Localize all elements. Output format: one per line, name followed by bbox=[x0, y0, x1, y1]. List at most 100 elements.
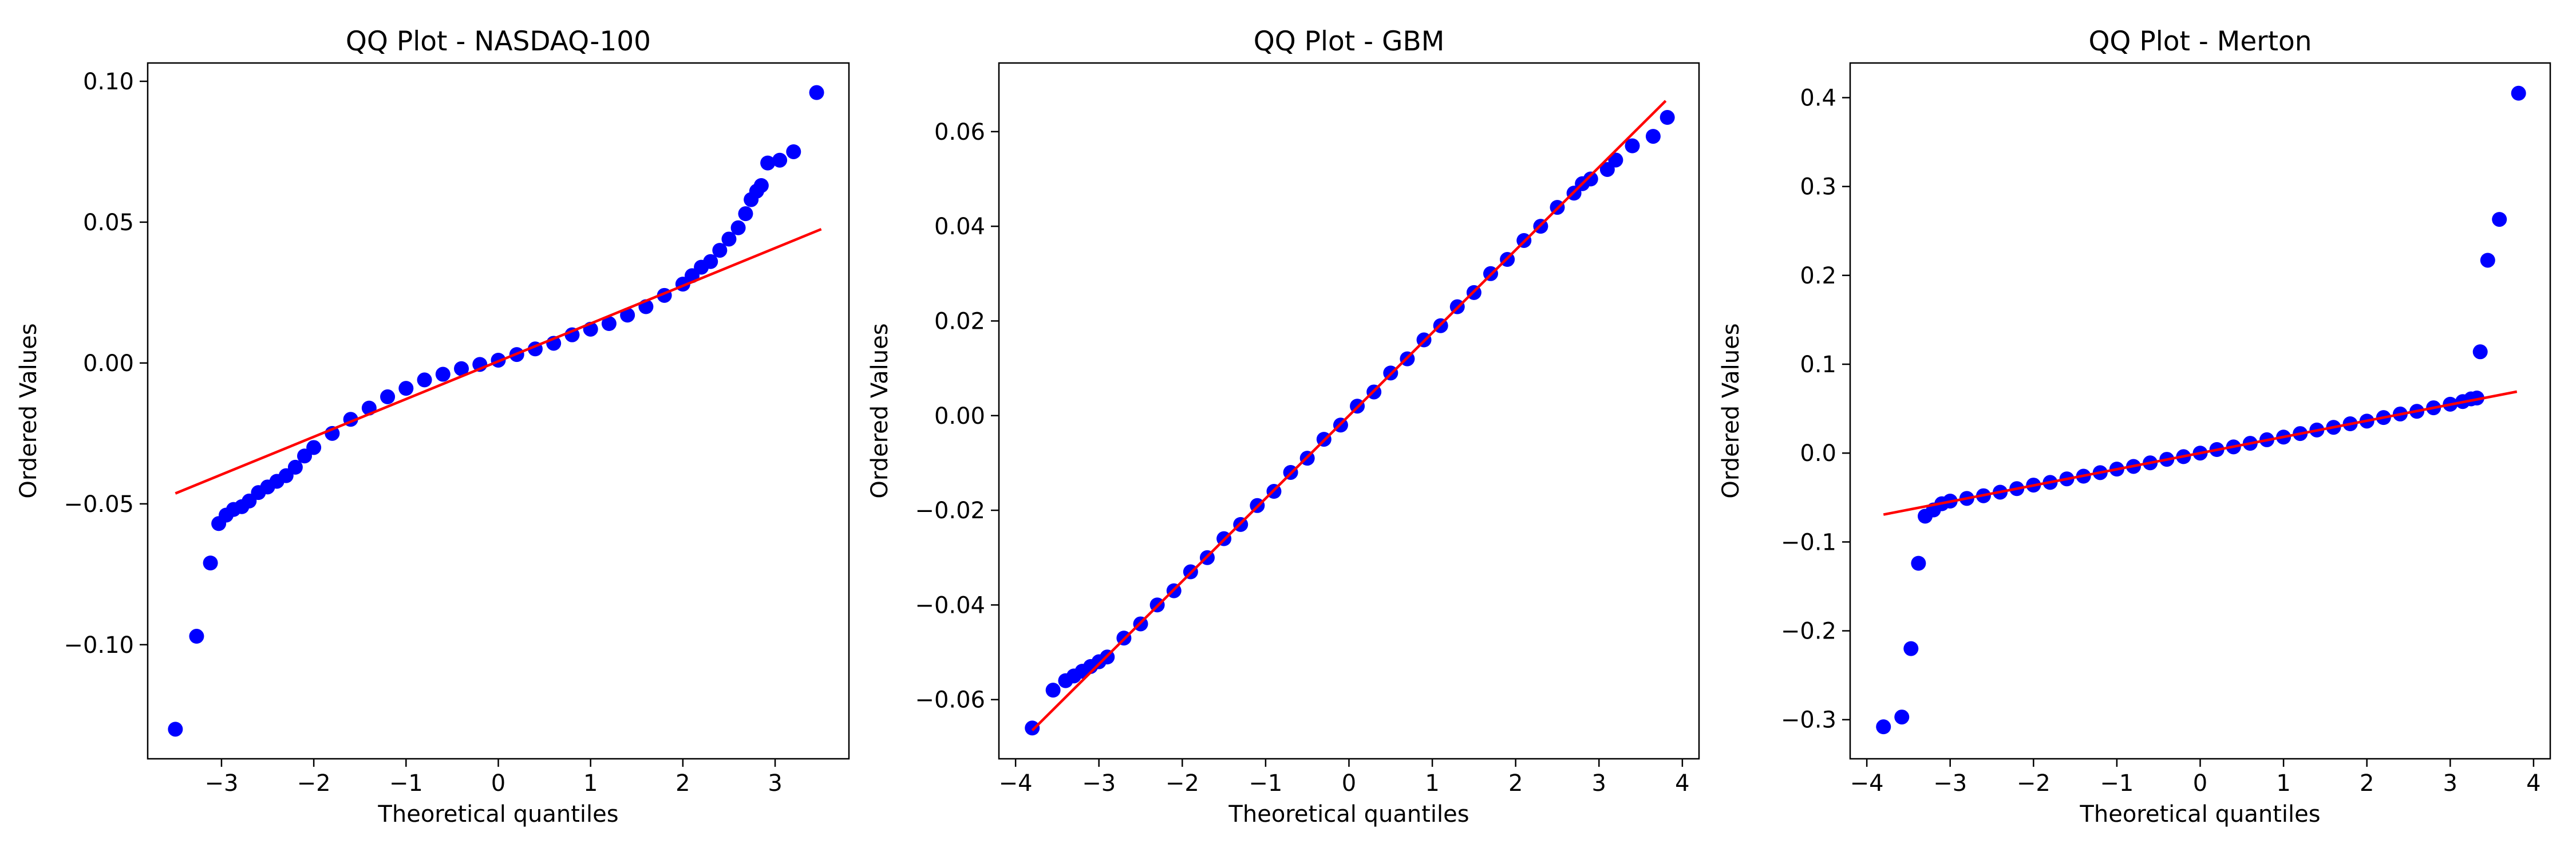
data-point bbox=[753, 178, 769, 193]
y-tick-label: 0.3 bbox=[1800, 174, 1836, 200]
x-tick-label: −2 bbox=[1165, 770, 1199, 797]
data-point bbox=[2469, 391, 2484, 405]
y-tick-label: 0.02 bbox=[934, 308, 985, 334]
y-tick-label: 0.4 bbox=[1800, 85, 1836, 112]
x-tick-label: 0 bbox=[491, 770, 505, 797]
x-tick-label: 2 bbox=[2360, 770, 2374, 797]
subplot-3: QQ Plot - Merton −4 −3 −2 −1 0 1 2 3 4 −0.3 −0.2 −0.… bbox=[1718, 26, 2551, 828]
data-point bbox=[760, 155, 776, 171]
x-tick-label: 4 bbox=[2526, 770, 2541, 797]
data-point bbox=[2511, 85, 2526, 101]
subplot-title: QQ Plot - GBM bbox=[1254, 26, 1445, 57]
y-tick-label: 0.00 bbox=[934, 403, 985, 430]
y-tick-label: 0.10 bbox=[83, 69, 134, 95]
fit-line bbox=[1883, 390, 2518, 516]
data-point bbox=[398, 381, 414, 396]
x-tick-label: −3 bbox=[1933, 770, 1967, 797]
x-tick-label: 1 bbox=[1425, 770, 1439, 797]
x-tick-label: 3 bbox=[768, 770, 782, 797]
data-point bbox=[1045, 683, 1061, 698]
data-point bbox=[2480, 253, 2495, 268]
x-tick-label: −2 bbox=[297, 770, 331, 797]
y-axis-label: Ordered Values bbox=[867, 323, 893, 498]
y-tick-label: −0.2 bbox=[1781, 618, 1836, 645]
y-tick-label: 0.05 bbox=[83, 210, 134, 236]
x-tick-label: 3 bbox=[2443, 770, 2458, 797]
data-point bbox=[772, 152, 788, 168]
data-point bbox=[712, 243, 728, 258]
subplot-title: QQ Plot - Merton bbox=[2088, 26, 2312, 57]
y-axis-label: Ordered Values bbox=[15, 323, 42, 498]
plot-frame bbox=[998, 62, 1700, 760]
data-point bbox=[168, 722, 183, 737]
x-tick-label: −1 bbox=[2100, 770, 2134, 797]
y-tick-label: −0.10 bbox=[64, 632, 134, 659]
data-point bbox=[738, 206, 753, 222]
y-tick-label: 0.04 bbox=[934, 214, 985, 240]
data-point bbox=[564, 327, 580, 342]
x-axis-label: Theoretical quantiles bbox=[377, 801, 618, 828]
data-point bbox=[417, 372, 432, 388]
y-tick-label: −0.05 bbox=[64, 491, 134, 518]
y-tick-label: −0.04 bbox=[915, 592, 985, 618]
x-tick-label: −4 bbox=[999, 770, 1033, 797]
subplot-1: QQ Plot - NASDAQ-100 −3 −2 −1 0 1 2 3 −0.10 −0.05… bbox=[15, 26, 850, 828]
data-point bbox=[730, 220, 746, 235]
subplot-title: QQ Plot - NASDAQ-100 bbox=[346, 26, 651, 57]
data-point bbox=[1608, 152, 1623, 168]
y-tick-label: 0.00 bbox=[83, 350, 134, 377]
data-point bbox=[620, 308, 635, 323]
data-point bbox=[189, 629, 204, 644]
data-point bbox=[2492, 212, 2507, 227]
x-tick-label: −3 bbox=[1082, 770, 1116, 797]
data-point bbox=[380, 389, 396, 404]
y-tick-label: 0.0 bbox=[1800, 440, 1836, 467]
plot-frame bbox=[147, 62, 850, 760]
data-point bbox=[1625, 138, 1640, 153]
data-point bbox=[454, 361, 469, 376]
x-tick-label: −1 bbox=[389, 770, 423, 797]
data-point bbox=[1025, 720, 1040, 736]
data-point bbox=[1903, 641, 1919, 656]
data-point bbox=[703, 254, 718, 269]
x-tick-label: 2 bbox=[675, 770, 690, 797]
data-point bbox=[1894, 710, 1910, 725]
data-point bbox=[601, 316, 617, 332]
plot-frame bbox=[1849, 62, 2551, 760]
data-point bbox=[1645, 129, 1661, 144]
data-point bbox=[1911, 555, 1926, 571]
x-axis-label: Theoretical quantiles bbox=[2079, 801, 2320, 828]
x-tick-label: −1 bbox=[1249, 770, 1282, 797]
x-tick-label: 0 bbox=[1342, 770, 1356, 797]
y-tick-label: 0.1 bbox=[1800, 352, 1836, 378]
x-tick-label: −2 bbox=[2017, 770, 2050, 797]
x-axis-label: Theoretical quantiles bbox=[1228, 801, 1469, 828]
x-tick-label: 3 bbox=[1592, 770, 1606, 797]
data-point bbox=[287, 459, 303, 475]
data-point bbox=[809, 85, 824, 100]
data-point bbox=[1876, 719, 1891, 735]
data-point bbox=[203, 555, 218, 571]
x-tick-label: 4 bbox=[1675, 770, 1689, 797]
subplot-2: QQ Plot - GBM −4 −3 −2 −1 0 1 2 3 4 −0.06 −0.04 −0.0… bbox=[867, 26, 1700, 828]
y-tick-label: −0.3 bbox=[1781, 707, 1836, 734]
y-tick-label: −0.02 bbox=[915, 498, 985, 524]
data-point bbox=[1583, 171, 1598, 187]
data-point bbox=[721, 231, 737, 247]
y-axis-label: Ordered Values bbox=[1718, 323, 1744, 498]
x-tick-label: −3 bbox=[204, 770, 238, 797]
y-tick-label: −0.1 bbox=[1781, 529, 1836, 555]
x-tick-label: 2 bbox=[1508, 770, 1523, 797]
data-point bbox=[2472, 344, 2488, 360]
data-point bbox=[435, 367, 451, 382]
data-point bbox=[1660, 110, 1675, 125]
data-point bbox=[306, 440, 322, 455]
x-tick-label: 1 bbox=[2276, 770, 2290, 797]
y-tick-label: 0.06 bbox=[934, 119, 985, 145]
fit-line bbox=[1031, 100, 1667, 732]
fit-line bbox=[175, 228, 822, 495]
data-point bbox=[786, 144, 801, 159]
x-tick-label: 1 bbox=[583, 770, 598, 797]
x-tick-label: −4 bbox=[1850, 770, 1884, 797]
